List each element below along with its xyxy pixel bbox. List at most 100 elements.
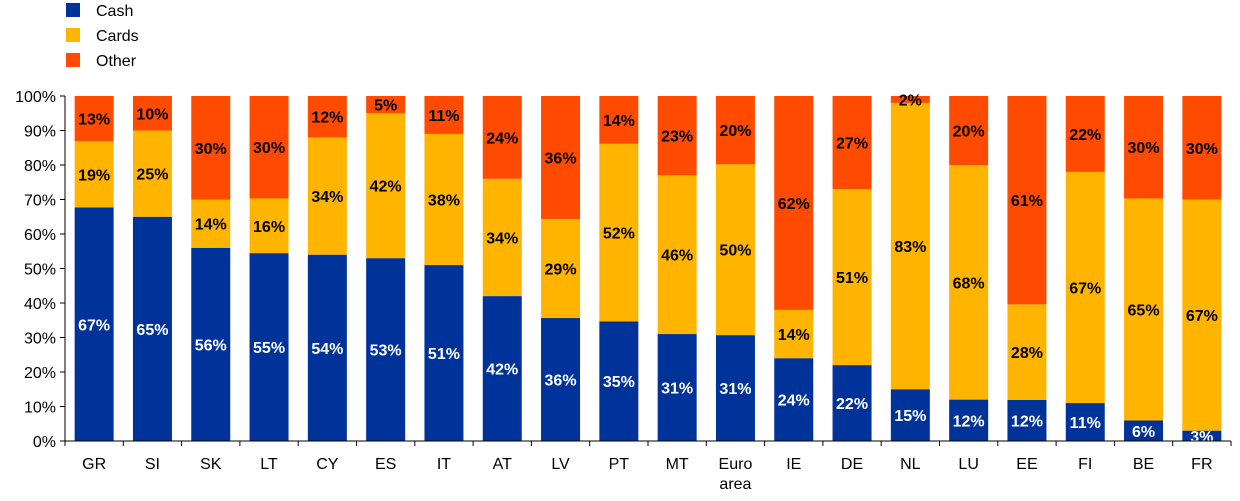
bar-segment-cash	[1065, 403, 1105, 441]
bar-segment-cards	[949, 165, 989, 400]
value-label-other: 14%	[603, 113, 635, 130]
bar-segment-other	[1065, 96, 1105, 172]
bar-segment-other	[890, 96, 930, 103]
value-label-cash: 42%	[486, 362, 518, 379]
y-tick-label: 60%	[24, 227, 56, 244]
value-label-cash: 22%	[836, 396, 868, 413]
x-tick-label: SI	[145, 456, 160, 473]
bar-segment-cards	[249, 198, 289, 254]
bar-segment-cash	[249, 253, 289, 441]
x-tick-label: GR	[82, 456, 106, 473]
value-label-other: 30%	[1186, 141, 1218, 158]
value-label-cards: 14%	[778, 327, 810, 344]
value-label-cash: 6%	[1132, 424, 1155, 441]
bar-segment-other	[249, 96, 289, 199]
value-label-other: 61%	[1011, 193, 1043, 210]
value-label-cards: 28%	[1011, 345, 1043, 362]
value-label-other: 5%	[374, 98, 397, 115]
legend-label-other: Other	[96, 53, 137, 70]
bar-segment-cash	[191, 247, 231, 441]
value-label-cards: 67%	[1186, 308, 1218, 325]
bar-segment-cash	[482, 296, 522, 441]
x-tick-label: EE	[1016, 456, 1037, 473]
value-label-cards: 51%	[836, 270, 868, 287]
y-tick-label: 0%	[33, 434, 56, 451]
value-label-other: 22%	[1069, 127, 1101, 144]
bar-segment-other	[715, 96, 755, 165]
value-label-other: 30%	[253, 140, 285, 157]
value-label-other: 27%	[836, 136, 868, 153]
y-tick-label: 30%	[24, 331, 56, 348]
value-label-cards: 29%	[545, 262, 577, 279]
bar-segment-cash	[949, 399, 989, 441]
x-tick-label: LU	[958, 456, 978, 473]
bar-segment-cards	[191, 199, 231, 248]
x-tick-label: Euro area	[719, 456, 753, 493]
legend-swatch-cash	[66, 3, 80, 17]
bar-segment-other	[774, 96, 814, 310]
bar-segment-cards	[1124, 198, 1164, 421]
value-label-cards: 52%	[603, 226, 635, 243]
x-tick-label: IT	[437, 456, 451, 473]
bar-segment-cash	[1007, 400, 1047, 441]
x-axis: GR SI SK LT CY ES IT AT LV PT MT Euro area IE DE NL LU EE…	[64, 440, 1232, 493]
bar-segment-other	[366, 96, 406, 114]
bar-segment-other	[307, 96, 347, 138]
value-label-cash: 12%	[953, 413, 985, 430]
bar-segment-cards	[307, 137, 347, 255]
value-label-cash: 11%	[1070, 415, 1101, 432]
value-labels: 67% 19% 13% 65% 25% 10% 56% 14% 30% 55% 16% 30% 54% 3…	[78, 92, 1218, 445]
value-label-cash: 53%	[370, 343, 402, 360]
bars	[74, 96, 1222, 441]
value-label-cards: 38%	[428, 193, 460, 210]
legend-label-cards: Cards	[96, 28, 139, 45]
bar-segment-cash	[366, 258, 406, 441]
bar-segment-cards	[541, 218, 581, 319]
bar-segment-cards	[132, 130, 172, 217]
value-label-other: 24%	[486, 130, 518, 147]
value-label-other: 20%	[953, 124, 985, 141]
value-label-other: 10%	[136, 106, 168, 123]
bar-segment-other	[482, 96, 522, 179]
value-label-cash: 31%	[719, 381, 751, 398]
bar-segment-cards	[366, 113, 406, 259]
value-label-cash: 55%	[253, 340, 285, 357]
bar-segment-cards	[832, 189, 872, 366]
bar-segment-cash	[424, 265, 464, 441]
x-tick-label: AT	[493, 456, 512, 473]
x-tick-label: LV	[551, 456, 570, 473]
x-tick-label: FR	[1191, 456, 1212, 473]
x-tick-label: DE	[841, 456, 863, 473]
y-tick-label: 90%	[24, 124, 56, 141]
bar-segment-cash	[599, 321, 639, 441]
y-tick-label: 40%	[24, 296, 56, 313]
y-tick-label: 70%	[24, 193, 56, 210]
bar-segment-cash	[774, 358, 814, 441]
x-tick-label: NL	[900, 456, 921, 473]
value-label-cards: 65%	[1128, 302, 1160, 319]
value-label-other: 13%	[78, 112, 110, 129]
value-label-cash: 56%	[195, 337, 227, 354]
bar-segment-cash	[1182, 430, 1222, 441]
bar-segment-cards	[74, 141, 114, 208]
bar-segment-cash	[890, 389, 930, 441]
bar-segment-cards	[715, 164, 755, 336]
value-label-cards: 46%	[661, 248, 693, 265]
value-label-cards: 42%	[370, 179, 402, 196]
value-label-cards: 25%	[136, 167, 168, 184]
bar-segment-cards	[1007, 304, 1047, 401]
legend-swatch-cards	[66, 28, 80, 42]
legend-label-cash: Cash	[96, 3, 133, 20]
value-label-cards: 14%	[195, 217, 227, 234]
value-label-other: 23%	[661, 129, 693, 146]
bar-segment-cards	[482, 178, 522, 297]
value-label-cash: 3%	[1190, 429, 1213, 446]
value-label-cash: 15%	[894, 408, 926, 425]
value-label-cards: 19%	[78, 167, 110, 184]
value-label-other: 62%	[778, 196, 810, 213]
y-tick-label: 50%	[24, 262, 56, 279]
bar-segment-cards	[424, 133, 464, 266]
value-label-cash: 36%	[545, 373, 577, 390]
value-label-cards: 67%	[1069, 280, 1101, 297]
